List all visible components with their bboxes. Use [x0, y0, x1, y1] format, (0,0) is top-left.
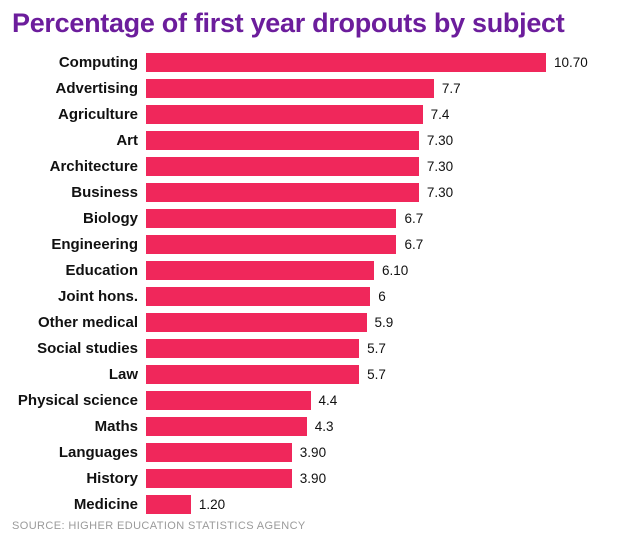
- bar-track: 5.7: [146, 335, 632, 361]
- bar-row: Biology 6.7: [8, 205, 632, 231]
- bar-row: Law 5.7: [8, 361, 632, 387]
- bar-row: Joint hons. 6: [8, 283, 632, 309]
- category-label: Maths: [94, 417, 138, 435]
- bar: [146, 104, 423, 124]
- bar: [146, 494, 191, 514]
- category-label: Education: [65, 261, 138, 279]
- category-label: Agriculture: [57, 105, 138, 123]
- bar-row: Architecture 7.30: [8, 153, 632, 179]
- bar-row: Agriculture 7.4: [8, 101, 632, 127]
- category-label: Languages: [58, 443, 138, 461]
- category-label: Other medical: [37, 313, 138, 331]
- chart-title: Percentage of first year dropouts by sub…: [12, 8, 565, 38]
- value-label: 7.4: [430, 106, 450, 122]
- bar-row: Business 7.30: [8, 179, 632, 205]
- bar-row: Advertising 7.7: [8, 75, 632, 101]
- bar: [146, 312, 367, 332]
- bar: [146, 442, 292, 462]
- category-label: Joint hons.: [58, 287, 138, 305]
- value-label: 7.7: [441, 80, 461, 96]
- value-label: 5.9: [374, 314, 394, 330]
- bar-track: 7.30: [146, 127, 632, 153]
- bar-row: Medicine 1.20: [8, 491, 632, 517]
- category-label: Medicine: [73, 495, 138, 513]
- source-text: SOURCE: HIGHER EDUCATION STATISTICS AGEN…: [12, 520, 306, 533]
- bar: [146, 234, 397, 254]
- bar-track: 4.3: [146, 413, 632, 439]
- value-label: 7.30: [426, 132, 454, 148]
- bar-track: 6.7: [146, 205, 632, 231]
- bar-track: 4.4: [146, 387, 632, 413]
- value-label: 10.70: [554, 54, 588, 70]
- bar-track: 5.7: [146, 361, 632, 387]
- value-label: 3.90: [299, 470, 327, 486]
- bar-track: 10.70: [146, 49, 632, 75]
- value-label: 6.10: [382, 262, 409, 278]
- bar: [146, 130, 419, 150]
- bar-track: 3.90: [146, 465, 632, 491]
- value-label: 4.4: [318, 392, 338, 408]
- bar: [146, 78, 434, 98]
- category-label: Social studies: [37, 339, 138, 357]
- category-label: Art: [116, 131, 138, 149]
- category-label: Computing: [58, 53, 138, 71]
- bar-track: 7.4: [146, 101, 632, 127]
- bar-track: 7.7: [146, 75, 632, 101]
- value-label: 6.7: [404, 210, 424, 226]
- bar-row: Languages 3.90: [8, 439, 632, 465]
- bar-track: 6.7: [146, 231, 632, 257]
- bar-track: 1.20: [146, 491, 632, 517]
- value-label: 6.7: [404, 236, 424, 252]
- category-label: Architecture: [49, 157, 138, 175]
- value-label: 7.30: [426, 158, 454, 174]
- value-label: 1.20: [198, 496, 226, 512]
- bar-row: Maths 4.3: [8, 413, 632, 439]
- bar-track: 5.9: [146, 309, 632, 335]
- value-label: 4.3: [314, 418, 334, 434]
- bar-row: Art 7.30: [8, 127, 632, 153]
- bar: [146, 156, 419, 176]
- bar: [146, 338, 360, 358]
- bar-row: Social studies 5.7: [8, 335, 632, 361]
- category-label: Advertising: [55, 79, 138, 97]
- bar-track: 7.30: [146, 153, 632, 179]
- category-label: Business: [71, 183, 138, 201]
- bar: [146, 390, 311, 410]
- value-label: 5.7: [367, 340, 386, 356]
- bar-row: Computing 10.70: [8, 49, 632, 75]
- bar-track: 3.90: [146, 439, 632, 465]
- bar: [146, 208, 397, 228]
- bar: [146, 468, 292, 488]
- bar: [146, 286, 371, 306]
- bar-chart: Computing 10.70 Advertising 7.7 Agriculture 7…: [8, 49, 632, 517]
- value-label: 7.30: [426, 184, 454, 200]
- bar-track: 6: [146, 283, 632, 309]
- bar-row: Education 6.10: [8, 257, 632, 283]
- category-label: Physical science: [17, 391, 138, 409]
- value-label: 5.7: [367, 366, 386, 382]
- category-label: Law: [108, 365, 138, 383]
- category-label: History: [86, 469, 138, 487]
- bar: [146, 364, 360, 384]
- category-label: Biology: [83, 209, 138, 227]
- bar: [146, 260, 375, 280]
- value-label: 3.90: [299, 444, 327, 460]
- bar: [146, 182, 419, 202]
- bar-row: Physical science 4.4: [8, 387, 632, 413]
- bar-track: 7.30: [146, 179, 632, 205]
- bar-row: History 3.90: [8, 465, 632, 491]
- bar-row: Other medical 5.9: [8, 309, 632, 335]
- bar-row: Engineering 6.7: [8, 231, 632, 257]
- bar-track: 6.10: [146, 257, 632, 283]
- category-label: Engineering: [51, 235, 138, 253]
- bar: [146, 52, 547, 72]
- value-label: 6: [378, 288, 386, 304]
- bar: [146, 416, 307, 436]
